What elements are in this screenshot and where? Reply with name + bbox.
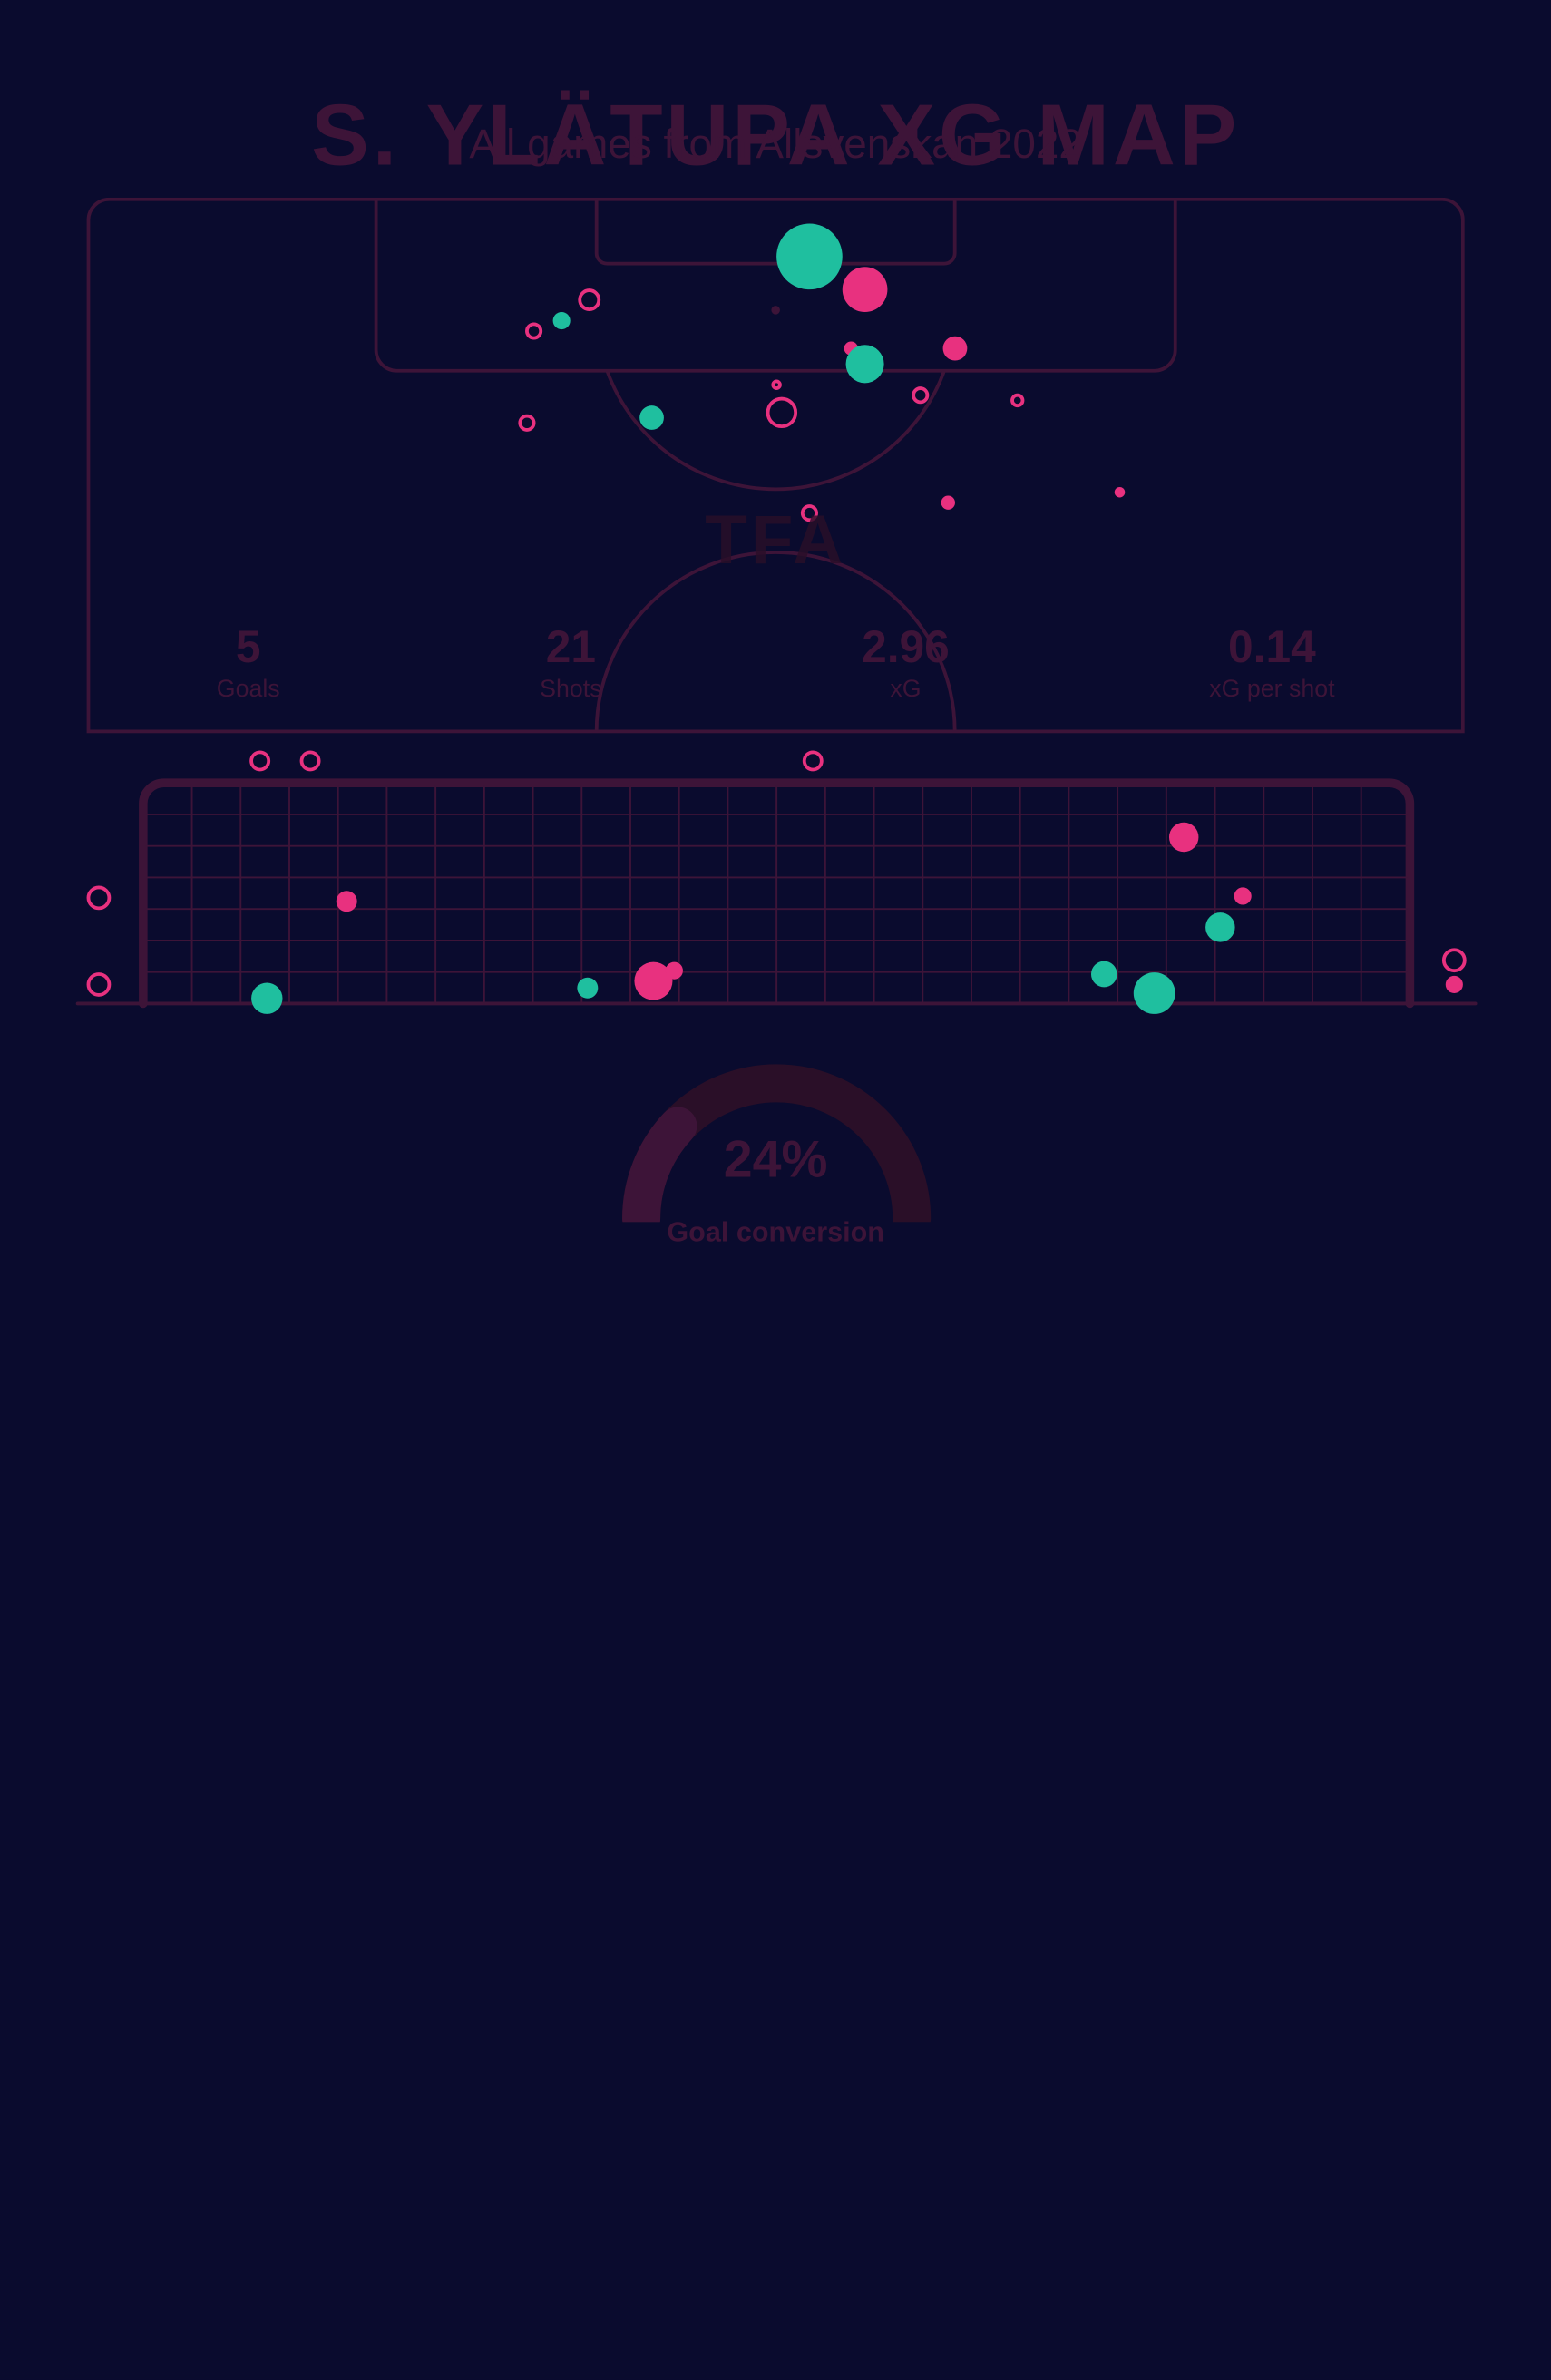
stat-shots: 21 Shots <box>540 620 601 702</box>
conversion-gauge: 24% Goal conversion <box>0 1049 1551 1250</box>
goal-shot-goal <box>251 982 282 1013</box>
stat-xg-label: xG <box>862 674 950 702</box>
stat-xg-per-shot: 0.14 xG per shot <box>1209 620 1334 702</box>
goal-shot-saved <box>1169 822 1198 851</box>
shot-goal <box>553 312 571 329</box>
goal-shot-miss <box>300 751 321 772</box>
goal-chart <box>49 746 1505 1014</box>
stat-goals-value: 5 <box>217 620 280 674</box>
goal-shot-goal <box>1135 971 1176 1013</box>
stat-goals-label: Goals <box>217 674 280 702</box>
shot-miss <box>579 288 601 311</box>
conversion-label: Goal conversion <box>0 1218 1551 1249</box>
goal-shot-miss <box>87 972 112 997</box>
shot-goal <box>639 405 664 430</box>
page-subtitle: All games from Allsvenskan 2022 <box>0 122 1551 171</box>
stat-shots-value: 21 <box>540 620 601 674</box>
shot-miss <box>1010 395 1023 408</box>
goal-shot-saved <box>337 891 357 912</box>
stat-goals: 5 Goals <box>217 620 280 702</box>
shot-miss <box>912 387 929 405</box>
goal-shot-miss <box>249 751 270 772</box>
stats-row: 5 Goals 21 Shots 2.96 xG 0.14 xG per sho… <box>87 620 1465 702</box>
shot-goal <box>846 345 884 383</box>
goal-shot-miss <box>87 886 112 911</box>
shot-miss <box>519 414 536 431</box>
shot-miss <box>767 396 798 427</box>
goal-shot-miss <box>803 751 824 772</box>
goal-shot-saved <box>666 962 683 980</box>
shot-goal <box>777 223 844 289</box>
shot-saved <box>843 266 888 311</box>
goal-shot-saved <box>1234 887 1251 904</box>
stat-xg-value: 2.96 <box>862 620 950 674</box>
goal-shot-goal <box>1205 913 1234 942</box>
shot-saved <box>942 336 967 360</box>
stat-xg: 2.96 xG <box>862 620 950 702</box>
goal-shot-saved <box>1445 976 1462 993</box>
goal-shot-goal <box>1091 961 1117 987</box>
goal-shot-goal <box>577 977 598 998</box>
shot-miss <box>526 323 543 340</box>
shot-saved <box>1115 487 1125 497</box>
conversion-value: 24% <box>0 1132 1551 1191</box>
shot-miss <box>770 380 780 390</box>
goal-shot-miss <box>1441 948 1466 972</box>
stat-xg-per-shot-value: 0.14 <box>1209 620 1334 674</box>
stat-shots-label: Shots <box>540 674 601 702</box>
watermark-text: TFA <box>0 502 1551 580</box>
stat-xg-per-shot-label: xG per shot <box>1209 674 1334 702</box>
